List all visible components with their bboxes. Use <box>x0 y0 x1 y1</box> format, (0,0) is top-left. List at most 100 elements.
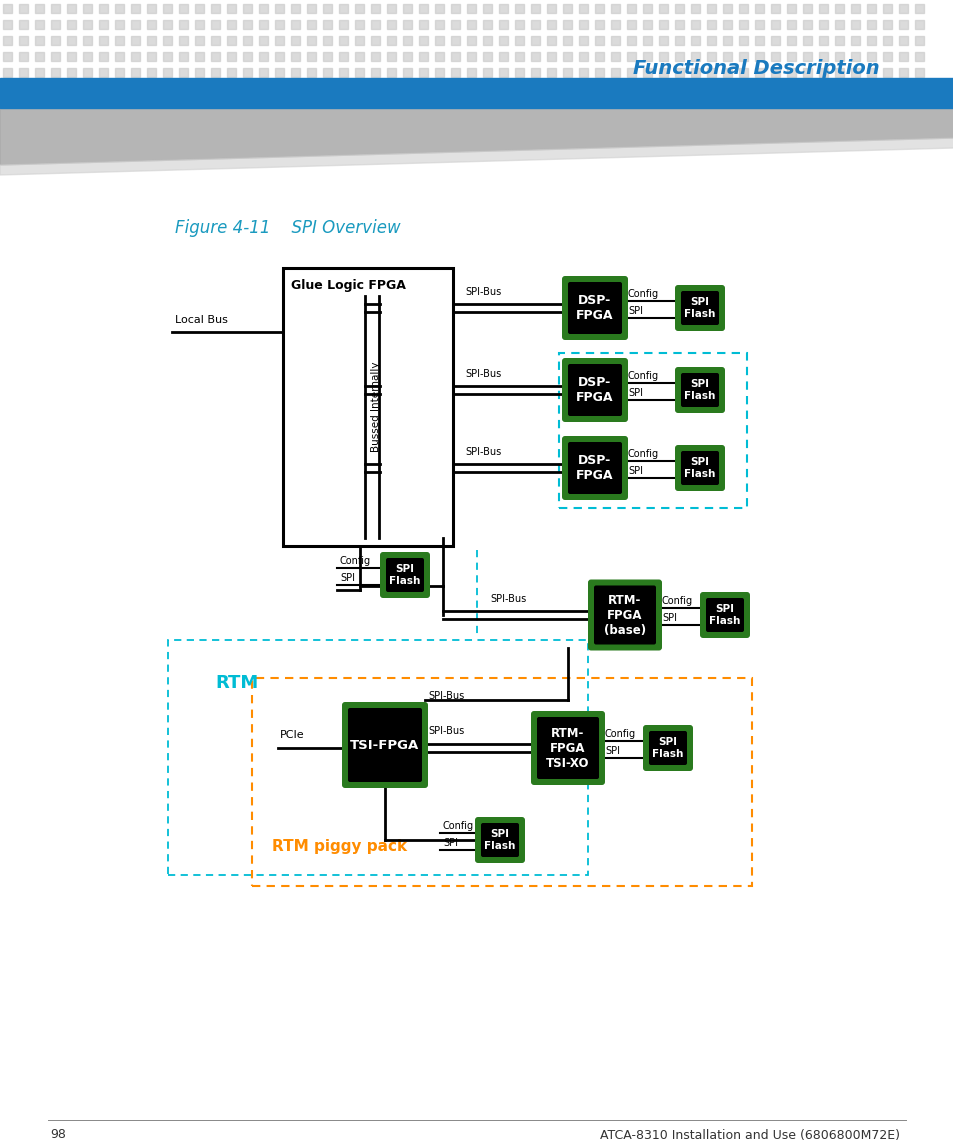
Bar <box>786 3 795 13</box>
Bar <box>498 52 507 61</box>
Bar <box>914 68 923 77</box>
Bar <box>498 19 507 29</box>
Bar <box>578 68 587 77</box>
Bar <box>3 19 12 29</box>
Bar <box>739 19 747 29</box>
Bar <box>754 35 763 45</box>
Bar <box>467 68 476 77</box>
Text: SPI: SPI <box>627 466 642 476</box>
Bar <box>418 35 428 45</box>
Bar <box>291 19 299 29</box>
Text: ATCA-8310 Installation and Use (6806800M72E): ATCA-8310 Installation and Use (6806800M… <box>599 1129 899 1142</box>
Bar <box>355 52 364 61</box>
FancyBboxPatch shape <box>680 451 719 485</box>
Text: Bussed Internally: Bussed Internally <box>371 362 380 452</box>
Text: SPI
Flash: SPI Flash <box>683 379 715 401</box>
Bar <box>131 52 140 61</box>
Bar <box>418 19 428 29</box>
Bar <box>323 19 332 29</box>
Bar <box>227 35 235 45</box>
Bar <box>482 3 492 13</box>
Bar <box>626 19 636 29</box>
Bar <box>626 3 636 13</box>
Bar <box>3 3 12 13</box>
Bar <box>67 68 76 77</box>
Bar <box>387 35 395 45</box>
Bar <box>546 3 556 13</box>
Bar <box>35 3 44 13</box>
Bar <box>291 68 299 77</box>
Bar <box>626 35 636 45</box>
Bar <box>387 52 395 61</box>
FancyBboxPatch shape <box>567 442 621 493</box>
Bar <box>595 68 603 77</box>
Bar <box>834 35 843 45</box>
Bar <box>274 68 284 77</box>
Bar <box>595 35 603 45</box>
Bar <box>274 19 284 29</box>
Bar <box>258 19 268 29</box>
Bar <box>115 52 124 61</box>
Bar <box>402 52 412 61</box>
Bar <box>610 3 619 13</box>
Text: RTM-
FPGA
(base): RTM- FPGA (base) <box>603 593 645 637</box>
Bar <box>211 3 220 13</box>
Bar <box>147 3 156 13</box>
Bar <box>659 3 667 13</box>
Bar <box>706 68 716 77</box>
Bar <box>51 19 60 29</box>
Text: Config: Config <box>661 597 693 606</box>
Bar <box>258 52 268 61</box>
Bar <box>147 35 156 45</box>
Bar <box>338 3 348 13</box>
Bar <box>786 52 795 61</box>
Bar <box>227 19 235 29</box>
FancyBboxPatch shape <box>561 358 627 423</box>
Bar <box>307 3 315 13</box>
Bar <box>51 52 60 61</box>
Bar <box>147 68 156 77</box>
Bar <box>802 68 811 77</box>
Bar <box>194 52 204 61</box>
Bar <box>482 19 492 29</box>
FancyBboxPatch shape <box>587 579 661 650</box>
Text: Config: Config <box>627 289 659 299</box>
Bar <box>578 3 587 13</box>
Bar <box>35 19 44 29</box>
Bar <box>83 19 91 29</box>
Bar <box>243 35 252 45</box>
Bar <box>722 19 731 29</box>
Bar <box>355 19 364 29</box>
Bar <box>482 68 492 77</box>
Bar <box>546 19 556 29</box>
Bar <box>371 52 379 61</box>
Bar <box>179 52 188 61</box>
Bar <box>498 35 507 45</box>
Bar <box>3 52 12 61</box>
Bar <box>402 19 412 29</box>
Bar <box>194 19 204 29</box>
Bar <box>371 35 379 45</box>
Bar <box>818 19 827 29</box>
Text: SPI-Bus: SPI-Bus <box>490 594 526 605</box>
Bar <box>467 52 476 61</box>
FancyBboxPatch shape <box>680 373 719 406</box>
Bar <box>818 3 827 13</box>
Bar <box>323 68 332 77</box>
FancyBboxPatch shape <box>700 592 749 638</box>
Text: Functional Description: Functional Description <box>633 58 879 78</box>
Bar <box>402 35 412 45</box>
Text: SPI-Bus: SPI-Bus <box>464 447 500 457</box>
FancyBboxPatch shape <box>648 731 686 765</box>
Bar <box>435 19 443 29</box>
Bar <box>578 52 587 61</box>
Bar <box>131 19 140 29</box>
Bar <box>387 68 395 77</box>
Bar <box>179 19 188 29</box>
Bar <box>531 52 539 61</box>
Bar <box>562 52 572 61</box>
Bar <box>338 35 348 45</box>
Bar <box>882 35 891 45</box>
FancyBboxPatch shape <box>561 436 627 500</box>
Bar <box>163 19 172 29</box>
